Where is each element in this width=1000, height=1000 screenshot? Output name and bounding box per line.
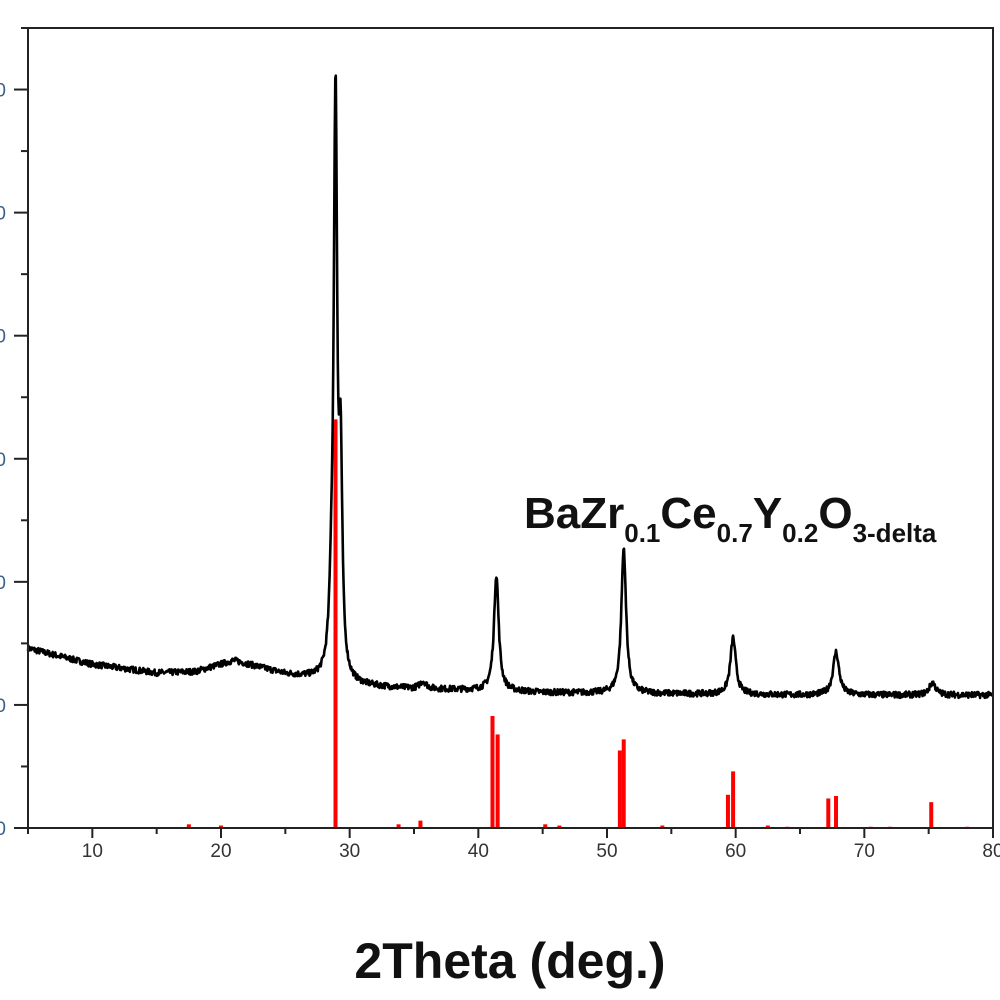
x-tick-label: 60 (725, 841, 746, 862)
y-tick-label: 0 (0, 450, 6, 471)
x-tick-label: 30 (339, 841, 360, 862)
reference-stick (617, 750, 622, 828)
reference-stick (826, 798, 831, 828)
formula-subscript: 0.1 (624, 518, 660, 548)
reference-stick (396, 824, 401, 828)
reference-stick (495, 734, 500, 828)
plot-frame (27, 27, 994, 829)
y-tick-label: 0 (0, 204, 6, 225)
y-tick-label: 0 (0, 819, 6, 840)
reference-stick (333, 419, 338, 828)
x-tick-label: 70 (854, 841, 875, 862)
y-tick-label: 0 (0, 327, 6, 348)
reference-stick (557, 825, 562, 828)
compound-label: BaZr0.1Ce0.7Y0.2O3-delta (524, 489, 937, 548)
formula-text: BaZr (524, 489, 624, 538)
reference-sticks (186, 419, 970, 829)
reference-stick (418, 820, 423, 828)
reference-stick (621, 739, 626, 828)
reference-stick (725, 794, 730, 828)
reference-stick (186, 824, 191, 828)
formula-text: Y (753, 489, 782, 538)
y-axis: 0 0 0 0 0 0 0 (0, 27, 28, 840)
x-axis: 10 20 30 40 50 60 70 80 (27, 828, 1000, 862)
reference-stick (765, 825, 770, 828)
y-tick-label: 0 (0, 573, 6, 594)
x-tick-label: 50 (596, 841, 617, 862)
x-tick-label: 20 (210, 841, 231, 862)
reference-stick (731, 771, 736, 828)
formula-subscript: 3-delta (853, 518, 937, 548)
formula-subscript: 0.2 (782, 518, 818, 548)
formula-text: O (818, 489, 852, 538)
x-axis-label: 2Theta (deg.) (354, 933, 665, 989)
x-tick-label: 80 (982, 841, 1000, 862)
formula-subscript: 0.7 (717, 518, 753, 548)
reference-stick (929, 802, 934, 828)
reference-stick (834, 796, 839, 828)
measured-pattern-line (26, 74, 994, 700)
y-tick-label: 0 (0, 81, 6, 102)
reference-stick (219, 825, 223, 828)
y-tick-label: 0 (0, 696, 6, 717)
x-tick-label: 40 (468, 841, 489, 862)
x-tick-label: 10 (82, 841, 103, 862)
formula-text: Ce (660, 489, 716, 538)
reference-stick (543, 824, 548, 828)
reference-stick (660, 825, 665, 828)
reference-stick (490, 716, 495, 828)
